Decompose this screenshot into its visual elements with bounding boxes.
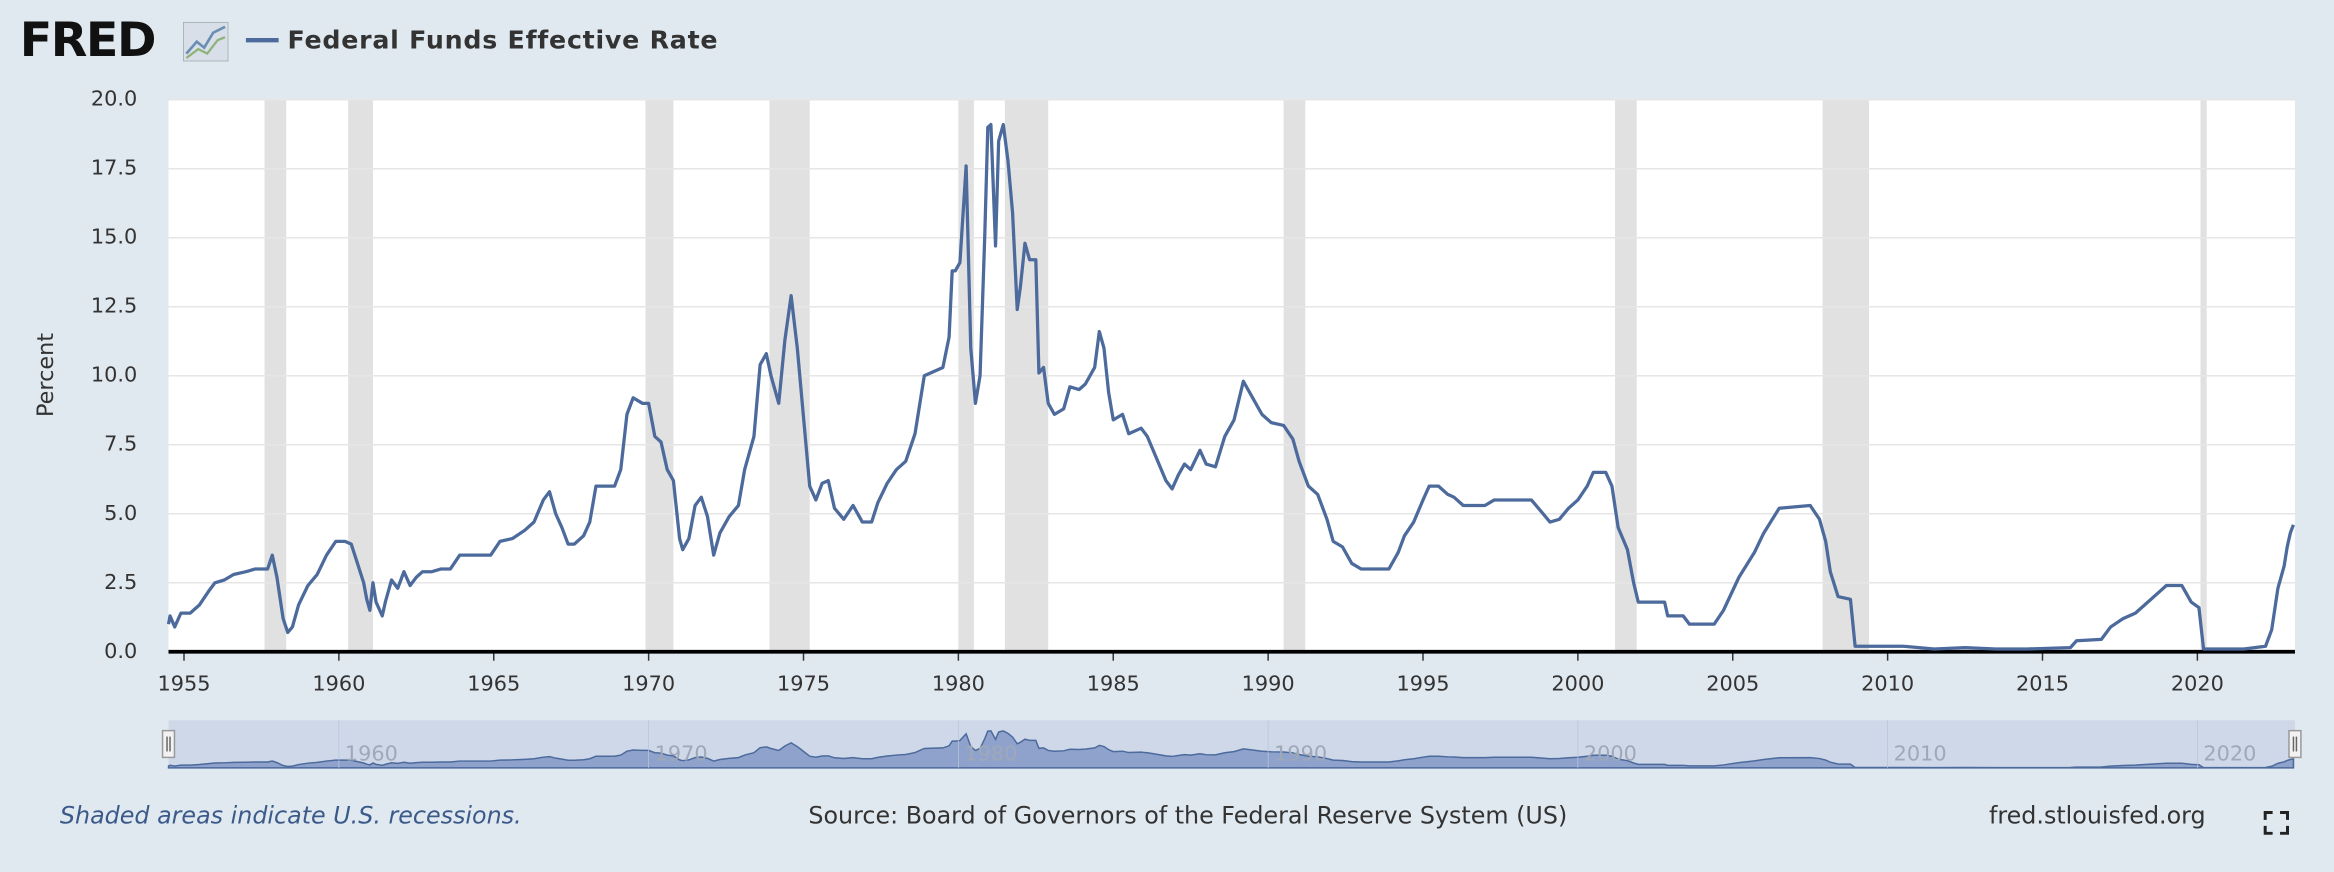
navigator-handle-box: [2288, 729, 2302, 759]
y-tick-label: 10.0: [91, 363, 137, 387]
x-tick-label: 1975: [777, 672, 830, 696]
navigator-handle[interactable]: [161, 729, 176, 759]
navigator-tick-label: 2020: [2203, 741, 2256, 765]
y-tick-label: 2.5: [104, 570, 137, 594]
navigator-tick-label: 1970: [655, 741, 708, 765]
navigator-tick-label: 2000: [1584, 741, 1637, 765]
navigator-tick-label: 1990: [1274, 741, 1327, 765]
navigator-handle[interactable]: [2288, 729, 2302, 759]
x-tick-label: 2005: [1706, 672, 1759, 696]
site-url[interactable]: fred.stlouisfed.org: [1989, 801, 2206, 829]
x-tick-label: 2020: [2171, 672, 2224, 696]
y-tick-label: 5.0: [104, 501, 137, 525]
x-tick-label: 1995: [1396, 672, 1449, 696]
logo-icon: [183, 21, 229, 62]
navigator-tick-label: 2010: [1894, 741, 1947, 765]
logo[interactable]: FRED: [20, 13, 157, 68]
y-tick-label: 12.5: [91, 294, 137, 318]
x-tick-label: 1955: [157, 672, 210, 696]
recession-note: Shaded areas indicate U.S. recessions.: [60, 801, 522, 829]
y-tick-label: 17.5: [91, 156, 137, 180]
y-tick-label: 7.5: [104, 432, 137, 456]
x-tick-label: 1990: [1242, 672, 1295, 696]
y-tick-label: 15.0: [91, 225, 137, 249]
y-tick-label: 20.0: [91, 87, 137, 111]
navigator-tick-label: 1980: [964, 741, 1017, 765]
x-tick-label: 1970: [622, 672, 675, 696]
x-tick-label: 1985: [1087, 672, 1140, 696]
navigator-tick-label: 1960: [345, 741, 398, 765]
series-line: [166, 122, 2295, 651]
navigator-handle-box: [161, 729, 176, 759]
x-tick-label: 2015: [2016, 672, 2069, 696]
legend-label: Federal Funds Effective Rate: [288, 26, 719, 55]
x-tick-label: 2000: [1551, 672, 1604, 696]
navigator-area: [167, 730, 2295, 769]
fullscreen-icon[interactable]: [2263, 810, 2289, 835]
x-tick-label: 1960: [312, 672, 365, 696]
y-axis-label: Percent: [33, 333, 59, 417]
source: Source: Board of Governors of the Federa…: [808, 801, 1567, 829]
x-tick-label: 2010: [1861, 672, 1914, 696]
x-tick-label: 1980: [932, 672, 985, 696]
x-tick-label: 1965: [467, 672, 520, 696]
y-tick-label: 0.0: [104, 639, 137, 663]
